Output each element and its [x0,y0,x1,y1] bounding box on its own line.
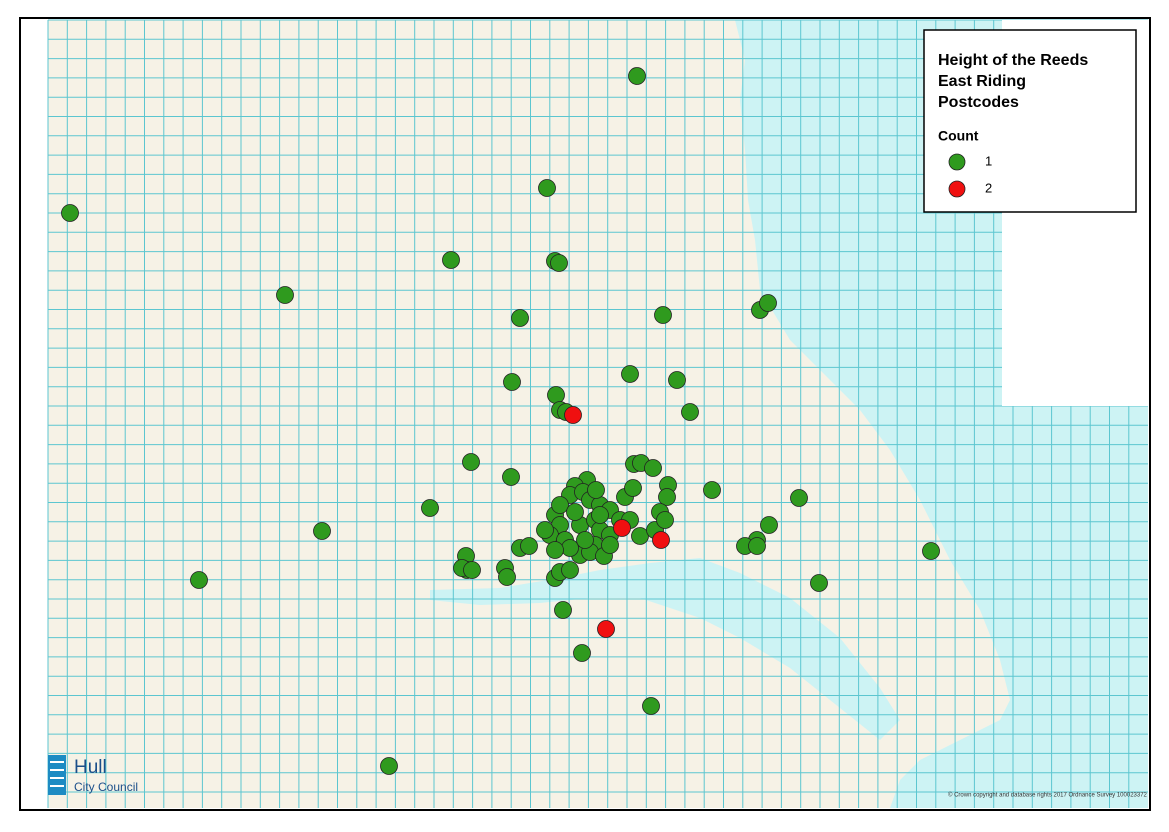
postcode-marker [654,306,672,324]
postcode-marker [631,527,649,545]
postcode-marker [503,373,521,391]
postcode-marker [810,574,828,592]
postcode-marker [628,67,646,85]
postcode-marker [564,406,582,424]
postcode-marker [511,309,529,327]
legend-label: 1 [985,153,992,168]
estuary [430,558,900,740]
postcode-marker [520,537,538,555]
logo: Hull City Council [48,755,138,795]
postcode-marker [922,542,940,560]
postcode-marker [652,531,670,549]
postcode-marker [613,519,631,537]
postcode-marker [759,294,777,312]
postcode-marker [656,511,674,529]
postcode-marker [561,539,579,557]
postcode-marker [621,365,639,383]
postcode-marker [624,479,642,497]
legend-swatch [948,180,966,198]
logo-crowns [50,761,64,787]
postcode-marker [538,179,556,197]
postcode-marker [601,536,619,554]
postcode-marker [703,481,721,499]
postcode-marker [498,568,516,586]
copyright: © Crown copyright and database rights 20… [948,792,1148,799]
postcode-marker [573,644,591,662]
postcode-marker [668,371,686,389]
markers [61,67,940,775]
logo-name: Hull [74,757,107,778]
postcode-marker [760,516,778,534]
legend-title: Height of the Reeds East Riding Postcodes [938,52,1088,111]
legend-label: 2 [985,180,992,195]
postcode-marker [536,521,554,539]
postcode-marker [61,204,79,222]
postcode-marker [551,496,569,514]
postcode-marker [462,453,480,471]
postcode-marker [554,601,572,619]
legend-field: Count [938,128,979,144]
postcode-marker [380,757,398,775]
legend-swatch [948,153,966,171]
postcode-marker [421,499,439,517]
postcode-marker [547,386,565,404]
postcode-marker [658,488,676,506]
postcode-marker [681,403,699,421]
postcode-marker [190,571,208,589]
postcode-marker [587,481,605,499]
postcode-marker [546,541,564,559]
logo-subtitle: City Council [74,780,138,794]
postcode-marker [463,561,481,579]
postcode-marker [576,531,594,549]
postcode-marker [442,251,460,269]
postcode-marker [313,522,331,540]
postcode-marker [502,468,520,486]
postcode-marker [561,561,579,579]
postcode-marker [550,254,568,272]
postcode-marker [642,697,660,715]
postcode-marker [644,459,662,477]
postcode-marker [748,537,766,555]
postcode-marker [591,506,609,524]
legend-items: 12 [948,153,992,198]
legend: Height of the Reeds East Riding Postcodes … [923,29,1137,213]
postcode-marker [790,489,808,507]
postcode-marker [597,620,615,638]
postcode-marker [566,503,584,521]
postcode-marker [276,286,294,304]
